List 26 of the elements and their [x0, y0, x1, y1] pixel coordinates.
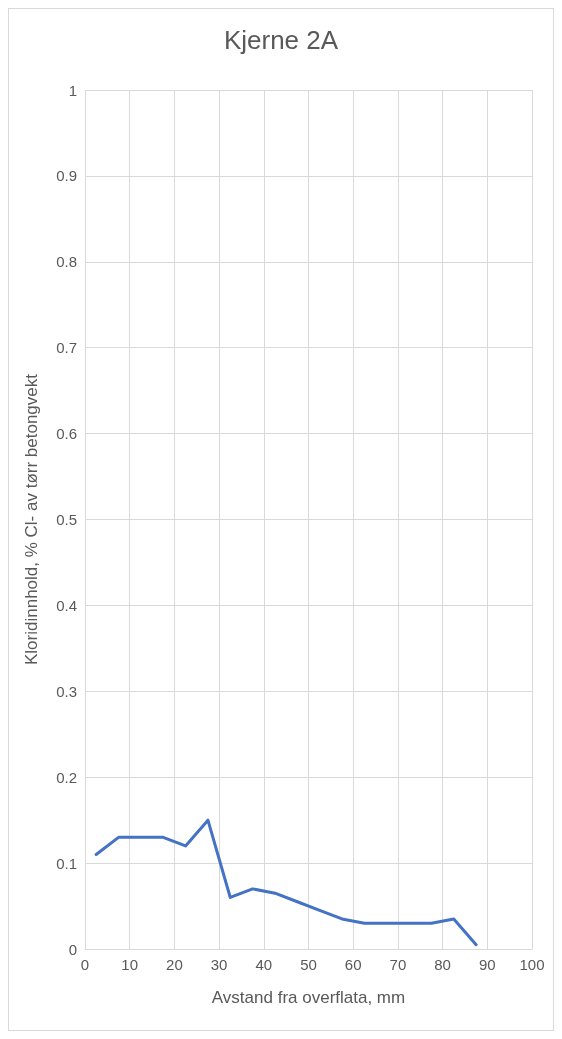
y-tick-label: 1 — [68, 81, 77, 99]
x-tick-label: 50 — [300, 956, 317, 973]
y-tick-label: 0.8 — [56, 253, 77, 271]
y-tick-label: 0.5 — [56, 511, 77, 528]
y-tick-label: 0.3 — [56, 682, 77, 700]
x-tick-label: 60 — [344, 956, 362, 973]
x-tick-label: 0 — [80, 956, 90, 973]
chart-title: Kjerne 2A — [223, 25, 339, 55]
x-tick-label: 20 — [166, 956, 183, 973]
x-tick-label: 80 — [434, 956, 451, 973]
y-tick-label: 0 — [68, 940, 77, 958]
x-axis-title: Avstand fra overflata, mm — [211, 988, 406, 1007]
x-tick-label: 40 — [255, 956, 273, 973]
y-tick-label: 0.2 — [56, 768, 77, 786]
y-axis-title: Kloridinnhold, % Cl- av tørr betongvekt — [22, 373, 41, 666]
y-tick-label: 0.7 — [56, 339, 77, 357]
y-tick-label: 0.6 — [56, 425, 77, 443]
x-tick-label: 90 — [478, 956, 496, 973]
line-series — [94, 818, 478, 947]
x-tick-label: 100 — [519, 956, 545, 973]
x-tick-label: 70 — [389, 956, 407, 973]
x-tick-label: 30 — [210, 956, 228, 973]
y-tick-label: 0.9 — [56, 167, 77, 185]
x-tick-label: 10 — [121, 956, 139, 973]
y-tick-label: 0.1 — [56, 854, 77, 872]
y-tick-label: 0.4 — [56, 596, 77, 614]
